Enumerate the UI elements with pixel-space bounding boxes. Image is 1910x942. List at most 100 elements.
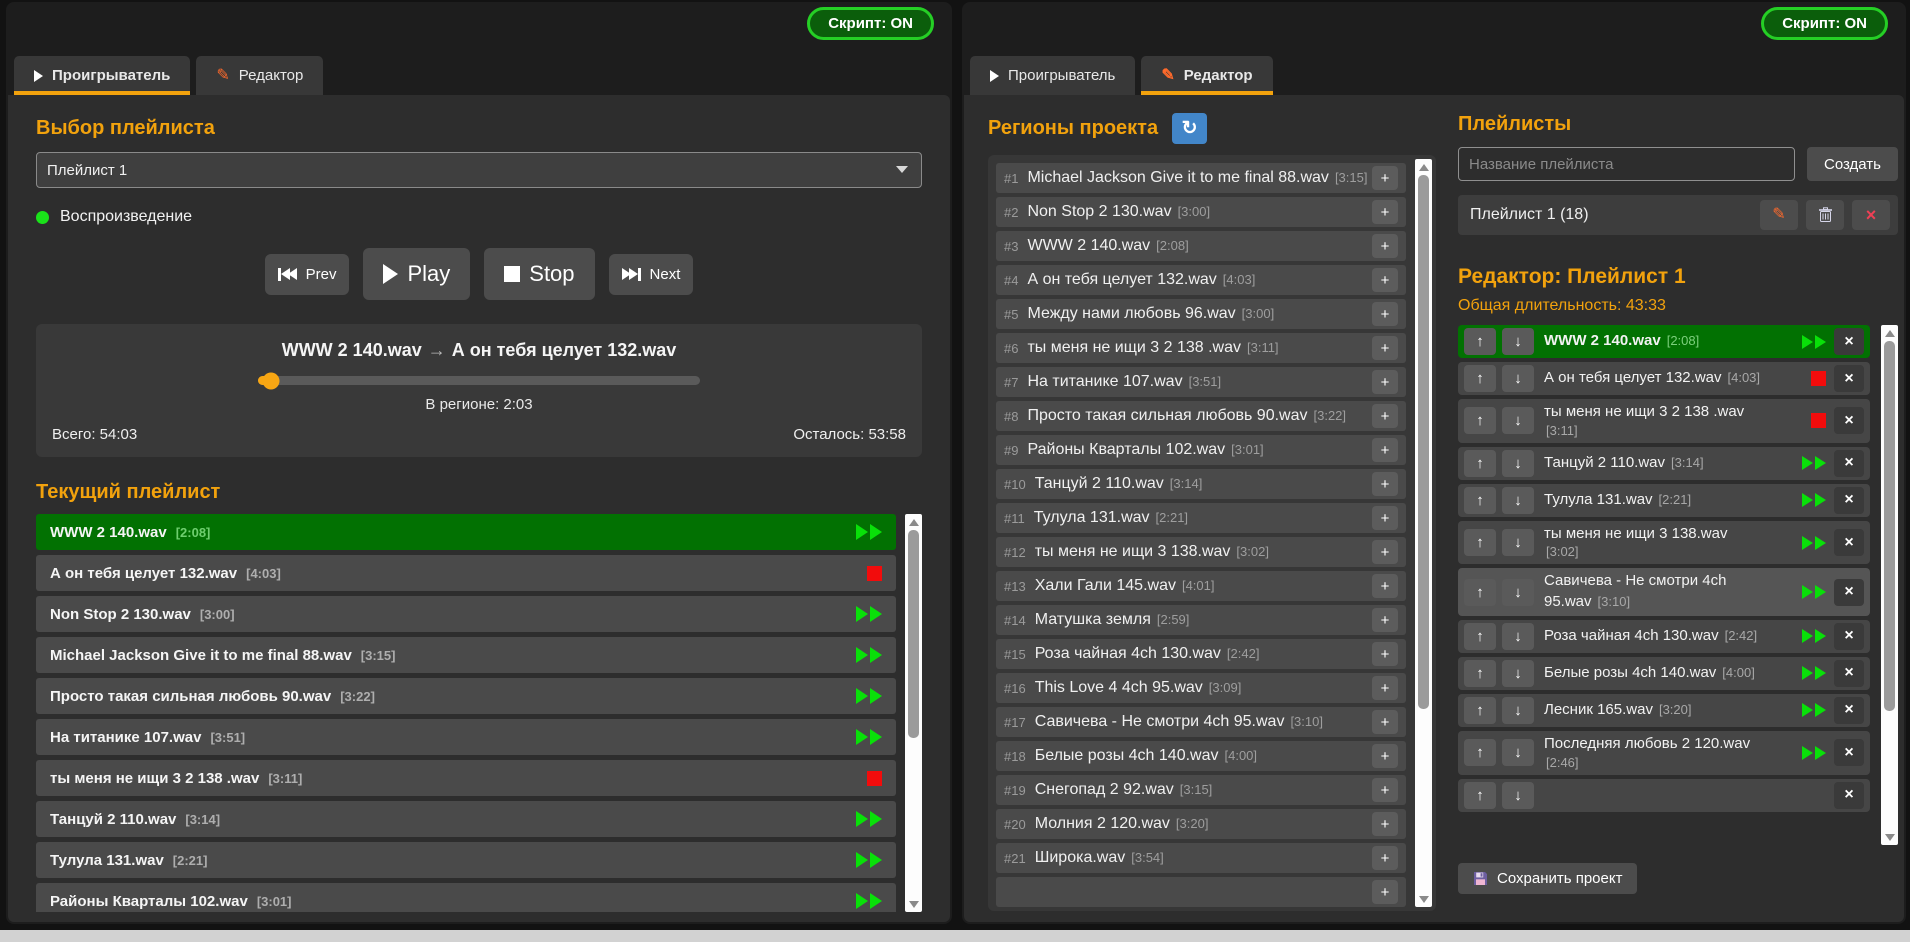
add-region-button[interactable]: +: [1372, 642, 1398, 666]
add-region-button[interactable]: +: [1372, 200, 1398, 224]
track-row[interactable]: WWW 2 140.wav [2:08]: [36, 514, 896, 550]
add-region-button[interactable]: +: [1372, 710, 1398, 734]
move-down-button[interactable]: ↓: [1502, 781, 1534, 809]
progress-bar[interactable]: [258, 372, 700, 389]
move-up-button[interactable]: ↑: [1464, 739, 1496, 767]
move-up-button[interactable]: ↑: [1464, 781, 1496, 809]
remove-track-button[interactable]: ×: [1834, 529, 1864, 557]
move-down-button[interactable]: ↓: [1502, 622, 1534, 650]
script-toggle-button[interactable]: Скрипт: ON: [1761, 7, 1888, 40]
playlist-name-input[interactable]: [1458, 147, 1795, 181]
refresh-regions-button[interactable]: ↻: [1172, 113, 1208, 144]
stop-button[interactable]: Stop: [484, 248, 595, 300]
clear-playlist-button[interactable]: [1806, 200, 1844, 230]
add-region-button[interactable]: +: [1372, 302, 1398, 326]
track-row[interactable]: Просто такая сильная любовь 90.wav [3:22]: [36, 678, 896, 714]
track-row[interactable]: Танцуй 2 110.wav [3:14]: [36, 801, 896, 837]
move-up-button[interactable]: ↑: [1464, 328, 1496, 355]
remove-track-button[interactable]: ×: [1834, 739, 1864, 767]
add-region-button[interactable]: +: [1372, 812, 1398, 836]
track-row[interactable]: На титанике 107.wav [3:51]: [36, 719, 896, 755]
move-down-button[interactable]: ↓: [1502, 365, 1534, 392]
remove-track-button[interactable]: ×: [1834, 659, 1864, 687]
scroll-up-icon[interactable]: [1415, 160, 1432, 174]
scrollbar[interactable]: [1881, 325, 1898, 845]
edit-playlist-button[interactable]: ✎: [1760, 200, 1798, 230]
remove-track-button[interactable]: ×: [1834, 696, 1864, 724]
playlist-list-item[interactable]: Плейлист 1 (18) ✎: [1458, 195, 1898, 235]
add-region-button[interactable]: +: [1372, 574, 1398, 598]
scroll-down-icon[interactable]: [1415, 892, 1432, 906]
remove-track-button[interactable]: ×: [1834, 781, 1864, 809]
move-up-button[interactable]: ↑: [1464, 529, 1496, 557]
move-down-button[interactable]: ↓: [1502, 328, 1534, 355]
move-down-button[interactable]: ↓: [1502, 486, 1534, 514]
add-region-button[interactable]: +: [1372, 778, 1398, 802]
remove-track-button[interactable]: ×: [1834, 328, 1864, 355]
add-region-button[interactable]: +: [1372, 506, 1398, 530]
remove-track-button[interactable]: ×: [1834, 449, 1864, 477]
add-region-button[interactable]: +: [1372, 370, 1398, 394]
move-up-button[interactable]: ↑: [1464, 407, 1496, 435]
track-row[interactable]: Тулула 131.wav [2:21]: [36, 842, 896, 878]
move-up-button[interactable]: ↑: [1464, 365, 1496, 392]
tab-editor[interactable]: ✎ Редактор: [1141, 56, 1273, 95]
remove-track-button[interactable]: ×: [1834, 407, 1864, 435]
scroll-up-icon[interactable]: [1881, 326, 1898, 340]
move-up-button[interactable]: ↑: [1464, 622, 1496, 650]
tab-player[interactable]: Проигрыватель: [14, 56, 191, 95]
tab-player[interactable]: Проигрыватель: [970, 56, 1136, 95]
add-region-button[interactable]: +: [1372, 744, 1398, 768]
move-down-button[interactable]: ↓: [1502, 659, 1534, 687]
script-toggle-button[interactable]: Скрипт: ON: [807, 7, 934, 40]
tab-editor[interactable]: ✎ Редактор: [196, 56, 324, 95]
track-row[interactable]: Michael Jackson Give it to me final 88.w…: [36, 637, 896, 673]
prev-button[interactable]: Prev: [264, 253, 350, 295]
scroll-up-icon[interactable]: [905, 515, 922, 529]
scrollbar[interactable]: [1415, 159, 1432, 907]
move-up-button[interactable]: ↑: [1464, 659, 1496, 687]
move-up-button[interactable]: ↑: [1464, 578, 1496, 606]
next-button[interactable]: Next: [608, 253, 694, 295]
save-project-button[interactable]: Сохранить проект: [1458, 863, 1638, 894]
scroll-down-icon[interactable]: [905, 897, 922, 911]
track-row[interactable]: А он тебя целует 132.wav [4:03]: [36, 555, 896, 591]
remove-track-button[interactable]: ×: [1834, 365, 1864, 392]
move-down-button[interactable]: ↓: [1502, 739, 1534, 767]
track-row[interactable]: ты меня не ищи 3 2 138 .wav [3:11]: [36, 760, 896, 796]
scrollbar-thumb[interactable]: [1418, 175, 1429, 709]
move-down-button[interactable]: ↓: [1502, 578, 1534, 606]
add-region-button[interactable]: +: [1372, 676, 1398, 700]
remove-track-button[interactable]: ×: [1834, 622, 1864, 650]
remove-track-button[interactable]: ×: [1834, 578, 1864, 606]
move-up-button[interactable]: ↑: [1464, 449, 1496, 477]
create-playlist-button[interactable]: Создать: [1806, 147, 1898, 181]
delete-playlist-button[interactable]: ×: [1852, 200, 1890, 230]
add-region-button[interactable]: +: [1372, 234, 1398, 258]
add-region-button[interactable]: +: [1372, 268, 1398, 292]
scrollbar-thumb[interactable]: [908, 530, 919, 738]
add-region-button[interactable]: +: [1372, 846, 1398, 870]
add-region-button[interactable]: +: [1372, 404, 1398, 428]
move-up-button[interactable]: ↑: [1464, 486, 1496, 514]
move-down-button[interactable]: ↓: [1502, 696, 1534, 724]
move-down-button[interactable]: ↓: [1502, 529, 1534, 557]
move-down-button[interactable]: ↓: [1502, 407, 1534, 435]
play-button[interactable]: Play: [363, 248, 471, 300]
add-region-button[interactable]: +: [1372, 336, 1398, 360]
add-region-button[interactable]: +: [1372, 880, 1398, 904]
track-row[interactable]: Non Stop 2 130.wav [3:00]: [36, 596, 896, 632]
add-region-button[interactable]: +: [1372, 540, 1398, 564]
remove-track-button[interactable]: ×: [1834, 486, 1864, 514]
track-row[interactable]: Районы Кварталы 102.wav [3:01]: [36, 883, 896, 912]
scrollbar[interactable]: [905, 514, 922, 912]
scroll-down-icon[interactable]: [1881, 830, 1898, 844]
add-region-button[interactable]: +: [1372, 438, 1398, 462]
add-region-button[interactable]: +: [1372, 608, 1398, 632]
move-down-button[interactable]: ↓: [1502, 449, 1534, 477]
playlist-select[interactable]: Плейлист 1: [36, 152, 922, 188]
add-region-button[interactable]: +: [1372, 472, 1398, 496]
scrollbar-thumb[interactable]: [1884, 341, 1895, 711]
add-region-button[interactable]: +: [1372, 166, 1398, 190]
progress-thumb[interactable]: [262, 372, 280, 389]
